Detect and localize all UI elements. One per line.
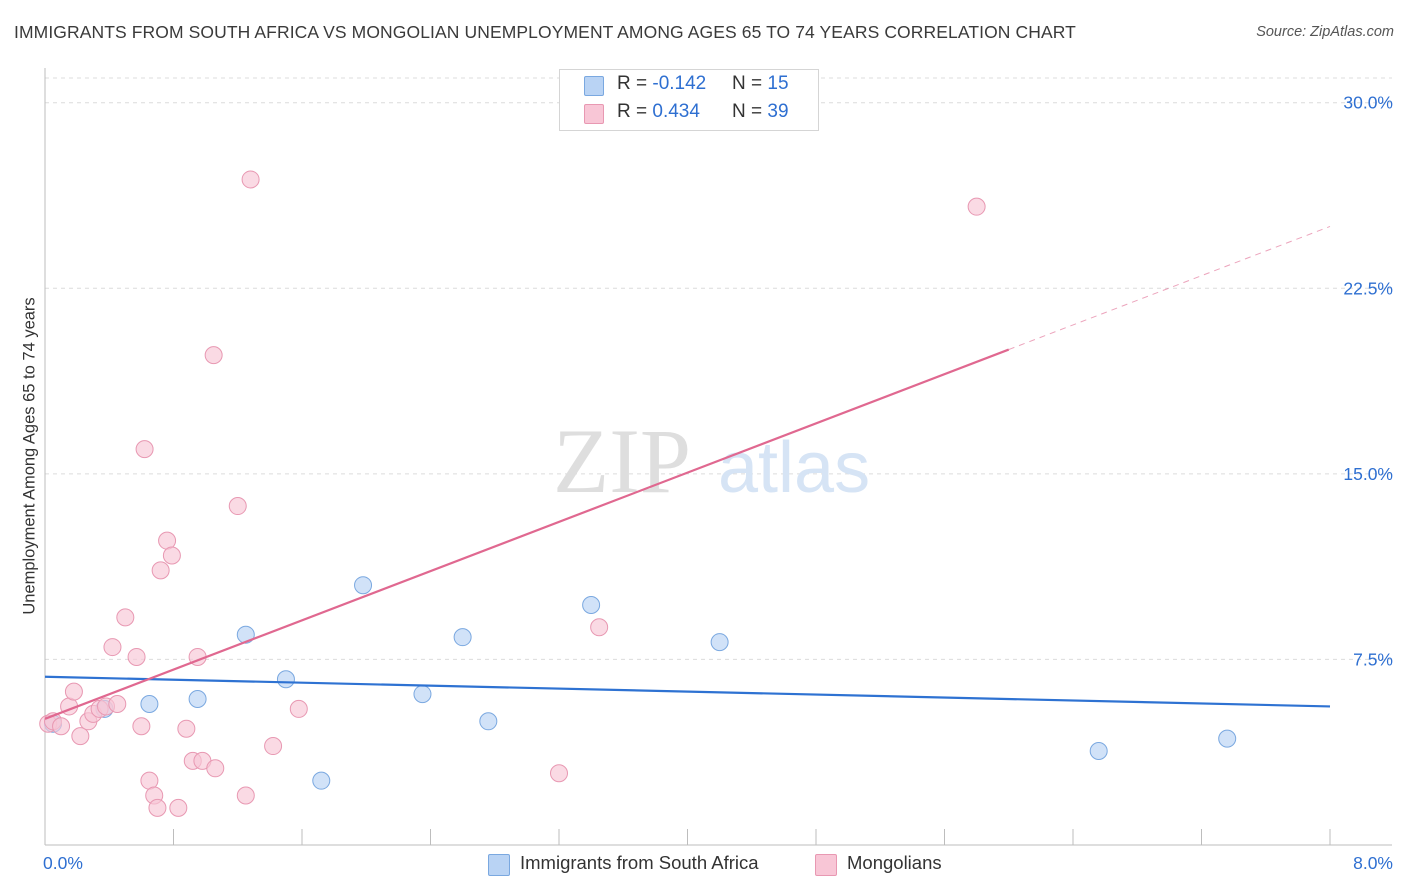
mongolian-point — [103, 638, 122, 657]
pink-swatch — [815, 854, 837, 876]
mongolian-trend-line — [44, 348, 1010, 720]
mongolian-point — [108, 694, 127, 713]
mongolian-point — [967, 197, 986, 216]
legend-r-label: R = 0.434 — [617, 101, 700, 122]
chart-title: IMMIGRANTS FROM SOUTH AFRICA VS MONGOLIA… — [14, 22, 1076, 42]
legend-label: Mongolians — [847, 852, 942, 873]
legend-n-value: 15 — [767, 73, 789, 94]
y-tick-label: 15.0% — [1343, 464, 1393, 484]
south-africa-point — [140, 694, 159, 713]
mongolian-point — [204, 346, 223, 365]
south-africa-point — [236, 625, 255, 644]
legend-n-label: N = 39 — [732, 101, 789, 122]
mongolian-point — [132, 717, 151, 736]
mongolian-point — [169, 798, 188, 817]
mongolian-point — [135, 440, 154, 459]
south-africa-point — [453, 628, 472, 647]
legend-label: Immigrants from South Africa — [520, 852, 759, 873]
mongolian-trend-extension — [1008, 225, 1331, 351]
mongolian-point — [151, 561, 170, 580]
mongolian-point — [264, 737, 283, 756]
south-africa-point — [188, 690, 207, 709]
mongolian-point — [590, 618, 609, 637]
south-africa-point — [1089, 741, 1108, 760]
x-tick-label: 8.0% — [1353, 853, 1393, 873]
legend-n-value: 39 — [767, 101, 789, 122]
source-label: Source: ZipAtlas.com — [1256, 24, 1394, 40]
mongolian-point — [64, 682, 83, 701]
south-africa-trend-line — [44, 675, 1331, 708]
mongolian-point — [289, 699, 308, 718]
south-africa-point — [276, 670, 295, 689]
y-tick-label: 30.0% — [1343, 93, 1393, 113]
south-africa-point — [413, 685, 432, 704]
mongolian-point — [241, 170, 260, 189]
legend-r-value: 0.434 — [652, 101, 700, 122]
y-tick-label: 22.5% — [1343, 278, 1393, 298]
mongolian-point — [162, 546, 181, 565]
south-africa-point — [354, 576, 373, 595]
legend-n-label: N = 15 — [732, 73, 789, 94]
mongolian-point — [177, 719, 196, 738]
mongolian-point — [148, 798, 167, 817]
watermark-zip: ZIP — [553, 410, 691, 512]
mongolian-point — [127, 647, 146, 666]
mongolian-point — [236, 786, 255, 805]
south-africa-point — [312, 771, 331, 790]
legend-r-value: -0.142 — [652, 73, 707, 94]
south-africa-point — [479, 712, 498, 731]
blue-swatch — [488, 854, 510, 876]
pink-swatch — [584, 104, 604, 124]
stats-legend: R = -0.142 N = 15 R = 0.434 N = 39 — [559, 69, 819, 131]
south-africa-point — [710, 633, 729, 652]
watermark-atlas: atlas — [718, 428, 870, 508]
mongolian-point — [71, 727, 90, 746]
x-tick-label: 0.0% — [43, 853, 83, 873]
mongolian-point — [116, 608, 135, 627]
mongolian-point — [228, 497, 247, 516]
south-africa-point — [1218, 729, 1237, 748]
legend-r-label: R = -0.142 — [617, 73, 707, 94]
mongolian-point — [550, 764, 568, 783]
south-africa-point — [582, 596, 601, 615]
mongolian-point — [206, 759, 225, 778]
y-tick-label: 7.5% — [1353, 649, 1393, 669]
blue-swatch — [584, 76, 604, 96]
mongolian-point — [52, 717, 71, 736]
